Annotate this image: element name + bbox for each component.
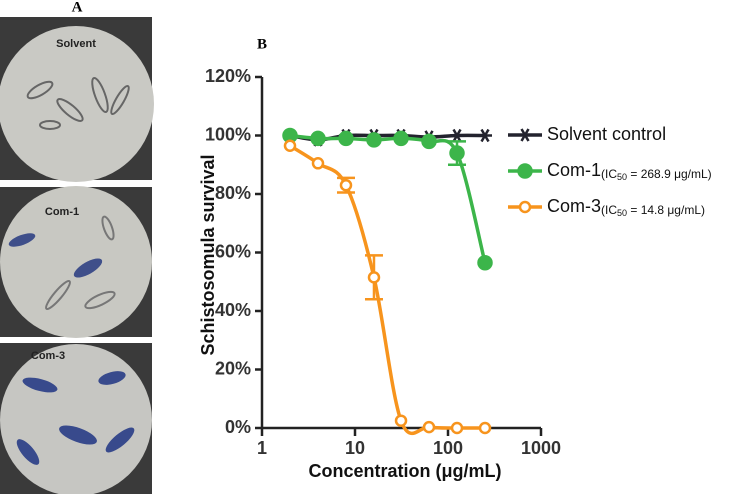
legend-text: Solvent control — [547, 124, 666, 144]
marker — [310, 130, 326, 147]
fit-line — [289, 144, 486, 436]
y-tick-label: 0% — [225, 417, 251, 437]
legend-text: 50 — [617, 208, 627, 218]
marker — [421, 133, 437, 150]
marker — [366, 132, 382, 148]
panel-label: A — [72, 0, 83, 15]
marker — [339, 178, 353, 192]
marker — [478, 128, 493, 143]
y-tick-label: 40% — [215, 300, 251, 320]
legend-marker — [518, 128, 532, 142]
marker — [338, 130, 354, 147]
panel-label: B — [257, 36, 267, 52]
marker — [478, 421, 492, 435]
micrograph: Solvent — [0, 17, 154, 182]
legend-label: Com-1(IC50 = 268.9 μg/mL) — [547, 160, 712, 183]
marker — [422, 420, 436, 434]
x-axis-title: Concentration (μg/mL) — [309, 461, 502, 481]
legend-label: Com-3(IC50 = 14.8 μg/mL) — [547, 196, 705, 219]
image-label: Com-3 — [31, 350, 65, 362]
y-tick-label: 60% — [215, 241, 251, 261]
micrograph: Com-3 — [0, 343, 152, 496]
y-tick-label: 100% — [205, 124, 251, 144]
y-axis-title: Schistosomula survival — [198, 154, 218, 355]
marker — [477, 254, 493, 271]
legend-label: Solvent control — [547, 124, 666, 144]
legend-text: Com-1 — [547, 160, 601, 180]
series: Com-3(IC50 = 14.8 μg/mL) — [283, 139, 705, 436]
image-label: Solvent — [56, 38, 96, 50]
legend-marker — [517, 163, 533, 179]
marker — [449, 145, 465, 161]
y-tick-label: 120% — [205, 66, 251, 86]
marker — [450, 421, 464, 435]
marker — [394, 414, 408, 427]
legend-text: Com-3 — [547, 196, 601, 216]
series: Com-1(IC50 = 268.9 μg/mL) — [282, 127, 712, 271]
x-tick-label: 100 — [433, 438, 463, 458]
x-tick-label: 1 — [257, 438, 267, 458]
marker — [450, 128, 465, 143]
x-tick-label: 10 — [345, 438, 365, 458]
image-label: Com-1 — [45, 206, 79, 218]
y-tick-label: 80% — [215, 183, 251, 203]
legend-marker — [518, 200, 532, 214]
marker — [393, 130, 409, 147]
legend-text: (IC — [601, 203, 617, 217]
marker — [367, 271, 381, 284]
legend-text: (IC — [601, 167, 617, 181]
legend-text: = 268.9 μg/mL) — [627, 167, 712, 181]
y-tick-label: 20% — [215, 358, 251, 378]
legend-text: = 14.8 μg/mL) — [627, 203, 705, 217]
marker — [311, 157, 325, 170]
micrograph: Com-1 — [0, 186, 152, 338]
legend-text: 50 — [617, 172, 627, 182]
marker — [283, 139, 297, 152]
x-tick-label: 1000 — [521, 438, 561, 458]
